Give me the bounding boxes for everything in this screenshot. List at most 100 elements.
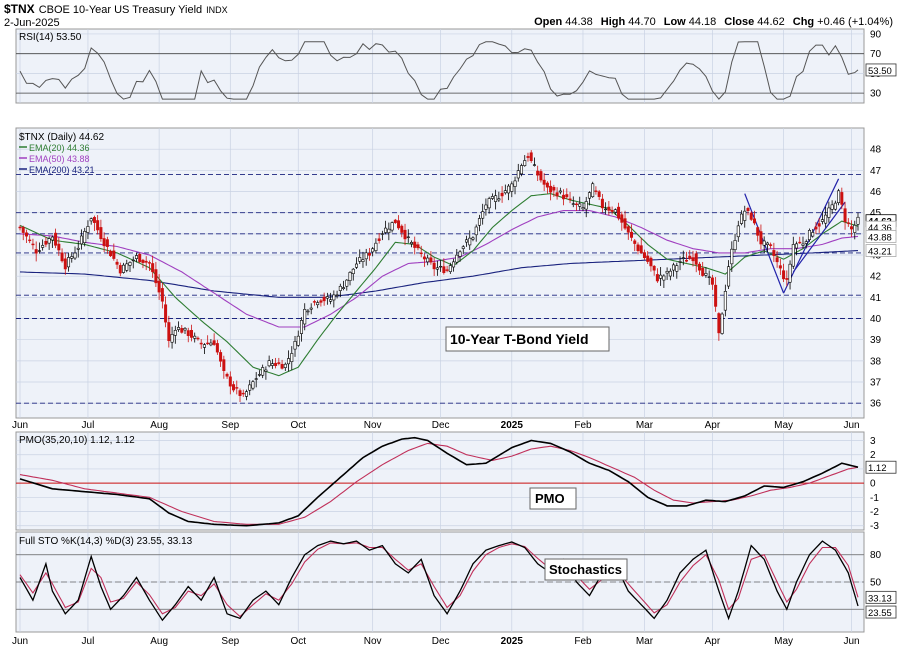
candle-body [134, 255, 138, 259]
y-tick-label: 45 [870, 208, 882, 219]
candle-body [685, 259, 689, 262]
candle-body [63, 258, 67, 270]
candle-body [795, 243, 799, 249]
candle-body [701, 267, 705, 276]
candle-body [332, 294, 336, 301]
candle-body [481, 211, 485, 219]
candle-body [280, 364, 284, 369]
candle-body [523, 160, 527, 166]
y-tick-label: 90 [870, 29, 882, 40]
candle-body [316, 302, 320, 306]
candle-body [160, 288, 164, 302]
y-tick-label: 37 [870, 378, 882, 389]
candle-body [613, 209, 617, 213]
candle-body [138, 254, 142, 263]
pmo-panel [15, 431, 865, 531]
candle-body [558, 190, 562, 193]
candle-body [413, 241, 417, 248]
candle-body [775, 257, 779, 263]
y-tick-label: 50 [870, 578, 882, 589]
candle-body [287, 358, 291, 365]
candle-body [769, 244, 773, 246]
candle-body [99, 227, 103, 240]
candle-body [584, 201, 588, 210]
candle-body [141, 259, 145, 263]
candle-body [853, 224, 857, 233]
candle-body [235, 387, 239, 389]
pmo-line [19, 436, 859, 527]
candle-body [539, 171, 543, 181]
candle-body [526, 156, 530, 158]
candle-body [759, 231, 763, 245]
candle-body [691, 257, 695, 262]
candle-body [67, 257, 71, 268]
candle-body [804, 241, 808, 244]
candle-body [416, 244, 420, 249]
candle-body [649, 257, 653, 267]
candle-body [322, 296, 326, 302]
symbol-name: CBOE 10-Year US Treasury Yield [39, 4, 202, 16]
candle-body [736, 225, 740, 238]
value-badge: 43.88 [865, 229, 897, 243]
candle-body [128, 262, 132, 266]
candle-body [254, 378, 258, 380]
candle-body [672, 264, 676, 271]
candle-body [177, 327, 181, 330]
candle-body [655, 274, 659, 282]
candle-body [54, 232, 58, 246]
candle-body [400, 225, 404, 233]
candle-body [44, 240, 48, 245]
candle-body [21, 227, 25, 233]
candle-body [565, 194, 569, 198]
candle-body [76, 247, 80, 250]
ema20-line [19, 193, 859, 377]
svg-text:1.12: 1.12 [868, 463, 887, 474]
candle-body [390, 222, 394, 231]
candle-body [532, 164, 536, 166]
x-tick-label: Jul [82, 636, 95, 647]
candle-body [293, 341, 297, 350]
candle-body [364, 252, 368, 260]
svg-text:23.55: 23.55 [868, 608, 892, 619]
annotation-pmo: PMO [535, 491, 565, 506]
candle-body [494, 195, 498, 202]
candle-body [642, 252, 646, 259]
value-badge: 33.13 [865, 590, 897, 604]
candle-body [497, 198, 501, 201]
candle-body [610, 210, 614, 212]
candle-body [536, 170, 540, 176]
y-tick-label: 42 [870, 272, 882, 283]
y-tick-label: 2 [870, 450, 876, 461]
candle-body [241, 392, 245, 395]
candle-body [830, 204, 834, 210]
candle-body [186, 330, 190, 336]
chart-date: 2-Jun-2025 [4, 17, 60, 29]
candle-body [604, 208, 608, 211]
candle-body [772, 250, 776, 256]
candle-body [827, 207, 831, 218]
candle-body [342, 287, 346, 289]
candle-body [384, 227, 388, 233]
x-tick-label: 2025 [501, 420, 524, 431]
candle-body [850, 226, 854, 230]
candle-body [144, 260, 148, 263]
x-tick-label: Feb [574, 636, 592, 647]
candle-body [18, 226, 22, 229]
candle-body [212, 340, 216, 345]
x-tick-label: Mar [636, 420, 654, 431]
trend-line [792, 201, 846, 273]
rsi-panel [15, 28, 865, 104]
candle-body [782, 270, 786, 280]
legend-ema200: EMA(200) 43.21 [29, 165, 95, 175]
candle-body [620, 214, 624, 223]
candle-body [458, 251, 462, 257]
candle-body [668, 270, 672, 277]
annotation-stochastics: Stochastics [549, 562, 622, 577]
candle-body [105, 239, 109, 247]
sto-title: Full STO %K(14,3) %D(3) 23.55, 33.13 [19, 536, 193, 547]
candle-body [662, 275, 666, 281]
candle-body [578, 203, 582, 207]
y-tick-label: 3 [870, 436, 876, 447]
